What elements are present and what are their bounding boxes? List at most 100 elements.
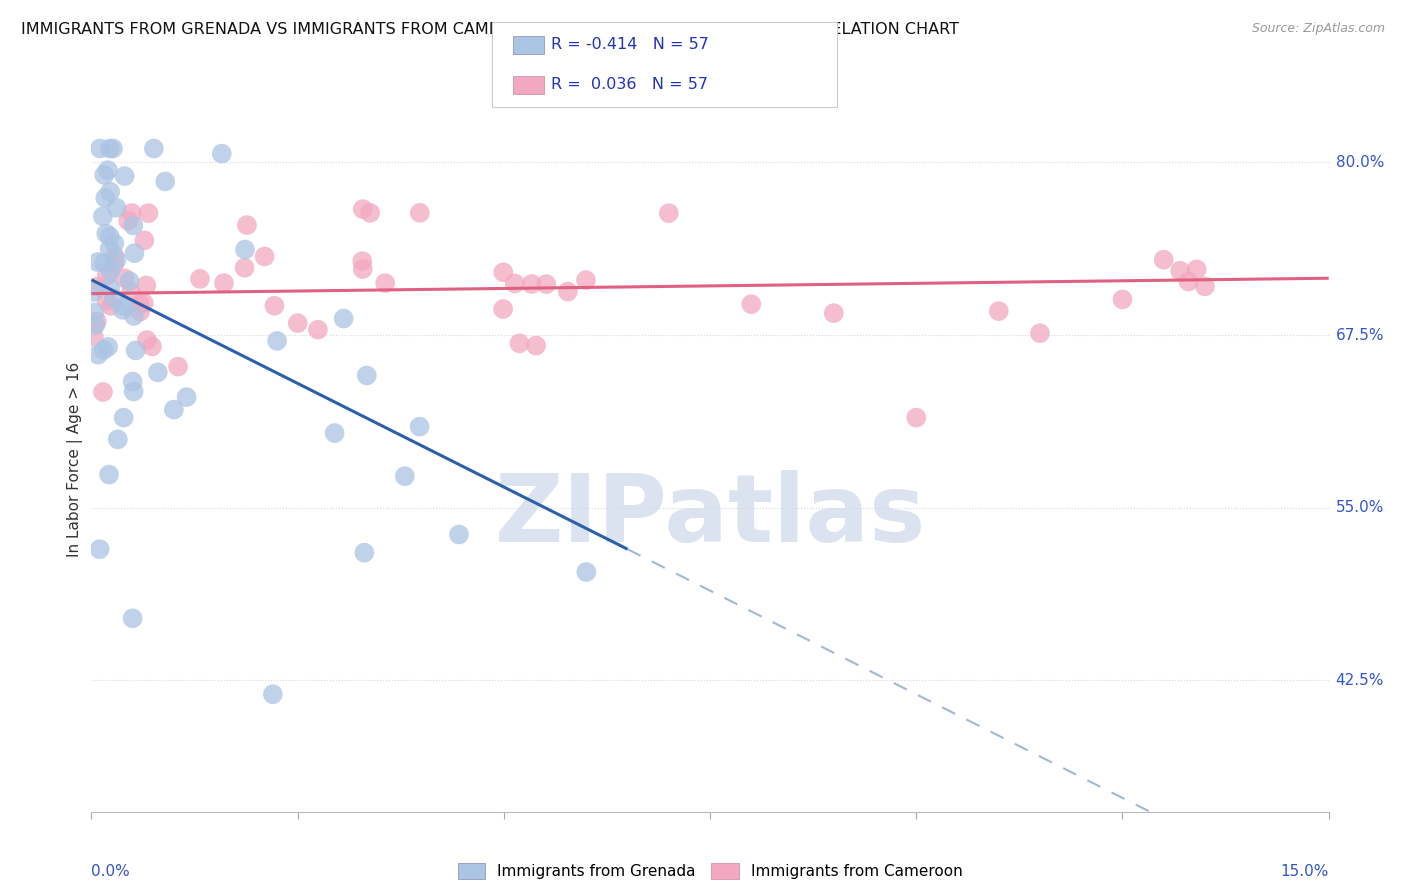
Point	[409, 206, 432, 220]
Point	[103, 257, 125, 271]
Point	[124, 343, 146, 358]
Point	[287, 316, 309, 330]
Point	[93, 343, 115, 357]
Point	[374, 276, 396, 290]
Point	[84, 318, 107, 332]
Point	[536, 277, 558, 291]
Point	[211, 146, 233, 161]
Point	[1185, 262, 1208, 277]
Point	[508, 336, 530, 351]
Point	[352, 262, 374, 277]
Point	[520, 277, 543, 291]
Point	[146, 365, 169, 379]
Point	[135, 278, 157, 293]
Point	[141, 339, 163, 353]
Point	[233, 260, 256, 275]
Text: IMMIGRANTS FROM GRENADA VS IMMIGRANTS FROM CAMEROON IN LABOR FORCE | AGE > 16 CO: IMMIGRANTS FROM GRENADA VS IMMIGRANTS FR…	[21, 22, 959, 38]
Point	[233, 243, 256, 257]
Point	[124, 246, 146, 260]
Point	[101, 141, 124, 155]
Text: R = -0.414   N = 57: R = -0.414 N = 57	[551, 37, 709, 52]
Point	[447, 527, 470, 541]
Point	[1111, 293, 1133, 307]
Point	[557, 285, 579, 299]
Point	[91, 209, 114, 223]
Point	[740, 297, 762, 311]
Text: Source: ZipAtlas.com: Source: ZipAtlas.com	[1251, 22, 1385, 36]
Point	[117, 214, 139, 228]
Point	[266, 334, 288, 348]
Point	[262, 687, 284, 701]
Point	[100, 299, 122, 313]
Point	[83, 330, 105, 344]
Point	[112, 410, 135, 425]
Point	[96, 293, 118, 308]
Point	[87, 348, 110, 362]
Point	[98, 467, 121, 482]
Point	[142, 141, 165, 155]
Point	[98, 242, 121, 256]
Point	[97, 340, 120, 354]
Point	[356, 368, 378, 383]
Point	[359, 206, 381, 220]
Point	[1029, 326, 1052, 340]
Point	[352, 254, 374, 268]
Point	[492, 301, 515, 316]
Point	[98, 281, 121, 295]
Point	[163, 402, 186, 417]
Point	[93, 256, 115, 270]
Point	[524, 338, 547, 352]
Text: ZIPatlas: ZIPatlas	[495, 470, 925, 562]
Point	[120, 285, 142, 299]
Point	[332, 311, 354, 326]
Point	[905, 410, 928, 425]
Point	[98, 229, 121, 244]
Point	[132, 296, 155, 310]
Text: 55.0%: 55.0%	[1336, 500, 1384, 516]
Point	[1168, 264, 1191, 278]
Point	[103, 236, 125, 251]
Point	[128, 297, 150, 311]
Point	[112, 299, 135, 313]
Point	[353, 546, 375, 560]
Point	[307, 323, 329, 337]
Point	[96, 268, 118, 283]
Point	[97, 163, 120, 178]
Point	[176, 390, 198, 404]
Point	[105, 201, 128, 215]
Point	[492, 265, 515, 279]
Point	[212, 276, 235, 290]
Point	[94, 191, 117, 205]
Text: 80.0%: 80.0%	[1336, 155, 1384, 169]
Text: R =  0.036   N = 57: R = 0.036 N = 57	[551, 78, 709, 92]
Point	[1177, 275, 1199, 289]
Point	[167, 359, 190, 374]
Point	[91, 384, 114, 399]
Point	[987, 304, 1010, 318]
Point	[129, 304, 152, 318]
Point	[155, 174, 177, 188]
Point	[134, 233, 156, 247]
Point	[136, 333, 159, 347]
Point	[352, 202, 374, 216]
Point	[122, 309, 145, 323]
Point	[96, 227, 118, 241]
Point	[121, 375, 143, 389]
Legend: Immigrants from Grenada, Immigrants from Cameroon: Immigrants from Grenada, Immigrants from…	[451, 857, 969, 885]
Point	[236, 218, 259, 232]
Point	[323, 425, 346, 440]
Text: 0.0%: 0.0%	[91, 864, 131, 880]
Point	[263, 299, 285, 313]
Point	[188, 272, 211, 286]
Point	[575, 565, 598, 579]
Point	[658, 206, 681, 220]
Point	[104, 249, 127, 263]
Point	[575, 273, 598, 287]
Point	[394, 469, 416, 483]
Point	[105, 252, 128, 267]
Point	[86, 314, 108, 328]
Point	[121, 611, 143, 625]
Point	[111, 302, 134, 317]
Y-axis label: In Labor Force | Age > 16: In Labor Force | Age > 16	[67, 362, 83, 557]
Point	[83, 305, 105, 319]
